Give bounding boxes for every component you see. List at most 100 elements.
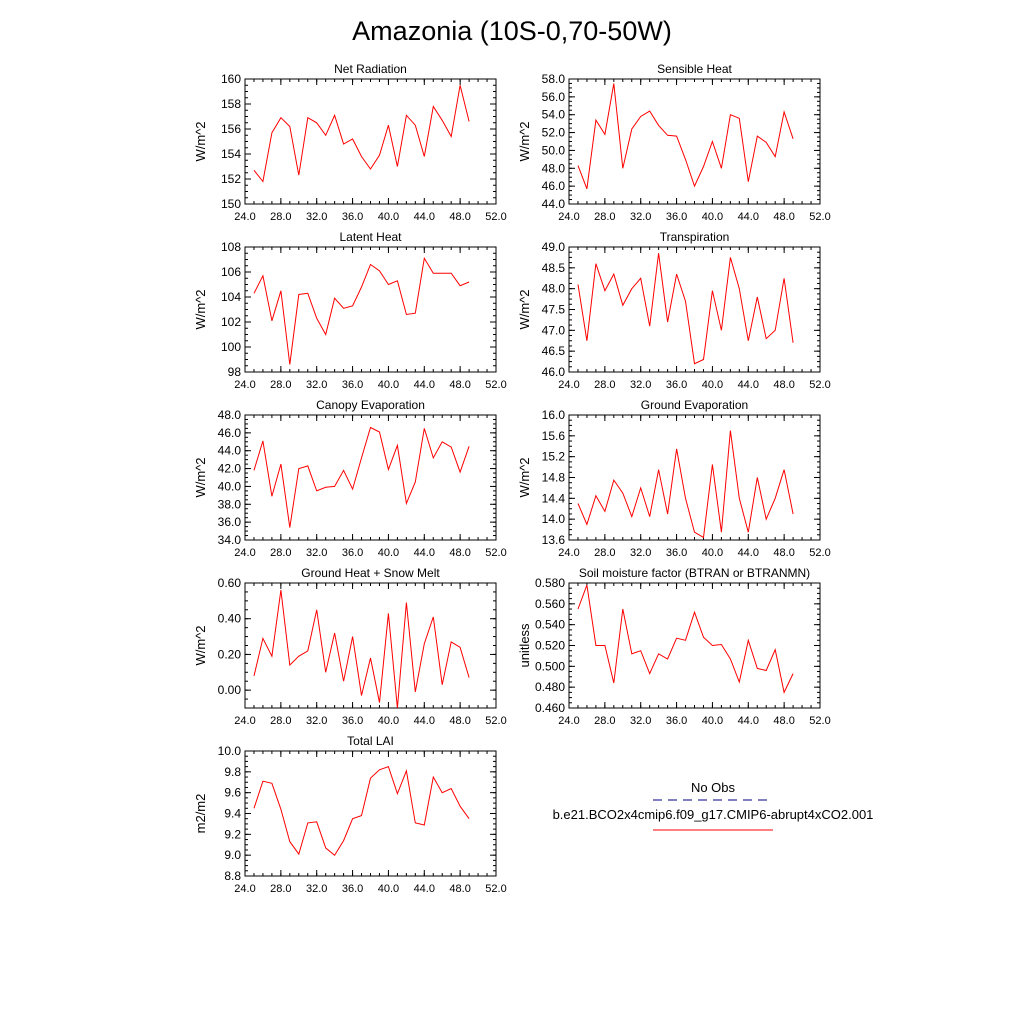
x-tick-label: 32.0 bbox=[306, 715, 327, 727]
y-tick-label: 0.540 bbox=[535, 618, 565, 632]
x-tick-label: 44.0 bbox=[414, 547, 435, 559]
x-tick-label: 36.0 bbox=[342, 211, 363, 223]
x-tick-label: 28.0 bbox=[594, 715, 615, 727]
y-tick-label: 44.0 bbox=[542, 197, 566, 211]
x-tick-label: 24.0 bbox=[234, 211, 255, 223]
panel-canopy-evaporation: Canopy Evaporation W/m^2 34.0 36.0 38.0 40.0 4… bbox=[193, 398, 507, 559]
x-tick-label: 48.0 bbox=[449, 379, 470, 391]
y-tick-label: 104 bbox=[221, 290, 241, 304]
x-tick-label: 40.0 bbox=[378, 211, 399, 223]
series-line-net-radiation bbox=[253, 85, 470, 183]
x-tick-label: 48.0 bbox=[449, 715, 470, 727]
panel-net-radiation: Net Radiation W/m^2 150 152 154 156 158 160 24.0… bbox=[193, 62, 507, 223]
panel-title: Ground Evaporation bbox=[641, 398, 748, 412]
x-tick-label: 40.0 bbox=[702, 715, 723, 727]
y-axis-label: W/m^2 bbox=[517, 457, 532, 497]
y-tick-label: 34.0 bbox=[218, 533, 242, 547]
y-axis-label: m2/m2 bbox=[193, 794, 208, 834]
y-tick-label: 0.500 bbox=[535, 659, 565, 673]
x-tick-label: 28.0 bbox=[270, 211, 291, 223]
series-line-ground-evaporation bbox=[577, 430, 794, 539]
x-tick-label: 40.0 bbox=[378, 715, 399, 727]
y-tick-label: 14.8 bbox=[542, 471, 566, 485]
y-tick-label: 15.2 bbox=[542, 450, 566, 464]
y-tick-label: 100 bbox=[221, 340, 241, 354]
y-tick-label: 15.6 bbox=[542, 429, 566, 443]
x-tick-label: 24.0 bbox=[558, 211, 579, 223]
y-tick-label: 46.0 bbox=[218, 426, 242, 440]
y-tick-label: 13.6 bbox=[542, 533, 566, 547]
x-tick-label: 24.0 bbox=[234, 883, 255, 895]
y-tick-label: 0.20 bbox=[218, 647, 242, 661]
series-line-soil-moisture-factor bbox=[577, 584, 794, 694]
x-tick-label: 44.0 bbox=[738, 211, 759, 223]
panel-latent-heat: Latent Heat W/m^2 98 100 102 104 106 108 24.0 28.… bbox=[193, 230, 507, 391]
x-tick-label: 52.0 bbox=[485, 547, 506, 559]
y-tick-label: 0.60 bbox=[218, 576, 242, 590]
legend-obs-label: No Obs bbox=[691, 780, 736, 795]
x-tick-label: 48.0 bbox=[773, 211, 794, 223]
x-tick-label: 44.0 bbox=[738, 379, 759, 391]
x-tick-label: 32.0 bbox=[306, 211, 327, 223]
series-line-latent-heat bbox=[253, 256, 470, 365]
x-tick-label: 24.0 bbox=[558, 547, 579, 559]
y-tick-label: 0.00 bbox=[218, 683, 242, 697]
y-tick-label: 47.5 bbox=[542, 303, 566, 317]
x-tick-label: 24.0 bbox=[234, 547, 255, 559]
plot-frame bbox=[568, 414, 821, 541]
x-tick-label: 36.0 bbox=[666, 211, 687, 223]
x-tick-label: 28.0 bbox=[594, 211, 615, 223]
legend-model-label: b.e21.BCO2x4cmip6.f09_g17.CMIP6-abrupt4x… bbox=[553, 807, 874, 822]
x-tick-label: 48.0 bbox=[449, 883, 470, 895]
y-axis-label: W/m^2 bbox=[517, 289, 532, 329]
plot-frame bbox=[244, 750, 497, 877]
y-axis-label: W/m^2 bbox=[193, 289, 208, 329]
y-tick-label: 48.0 bbox=[542, 161, 566, 175]
x-tick-label: 24.0 bbox=[234, 715, 255, 727]
y-tick-label: 160 bbox=[221, 72, 241, 86]
x-tick-label: 40.0 bbox=[378, 379, 399, 391]
y-tick-label: 0.520 bbox=[535, 639, 565, 653]
y-tick-label: 38.0 bbox=[218, 497, 242, 511]
panel-ground-evaporation: Ground Evaporation W/m^2 13.6 14.0 14.4 14.8 1… bbox=[517, 398, 831, 559]
x-tick-label: 32.0 bbox=[306, 883, 327, 895]
x-tick-label: 52.0 bbox=[485, 883, 506, 895]
y-tick-label: 158 bbox=[221, 97, 241, 111]
x-tick-label: 52.0 bbox=[485, 715, 506, 727]
x-tick-label: 36.0 bbox=[666, 547, 687, 559]
x-tick-label: 24.0 bbox=[558, 379, 579, 391]
x-tick-label: 48.0 bbox=[449, 211, 470, 223]
x-tick-label: 44.0 bbox=[414, 379, 435, 391]
y-tick-label: 56.0 bbox=[542, 90, 566, 104]
panel-soil-moisture-factor: Soil moisture factor (BTRAN or BTRANMN) u… bbox=[517, 566, 831, 727]
panel-title: Net Radiation bbox=[334, 62, 407, 76]
plot-frame bbox=[568, 246, 821, 373]
y-tick-label: 14.0 bbox=[542, 512, 566, 526]
y-tick-label: 58.0 bbox=[542, 72, 566, 86]
y-tick-label: 98 bbox=[228, 365, 242, 379]
y-tick-label: 0.480 bbox=[535, 680, 565, 694]
x-tick-label: 36.0 bbox=[342, 883, 363, 895]
x-tick-label: 36.0 bbox=[342, 547, 363, 559]
y-tick-label: 54.0 bbox=[542, 108, 566, 122]
x-tick-label: 48.0 bbox=[449, 547, 470, 559]
panel-title: Total LAI bbox=[347, 734, 394, 748]
figure-title: Amazonia (10S-0,70-50W) bbox=[352, 16, 672, 46]
y-axis-label: W/m^2 bbox=[193, 625, 208, 665]
panel-sensible-heat: Sensible Heat W/m^2 44.0 46.0 48.0 50.0 52.0 54… bbox=[517, 62, 831, 223]
x-tick-label: 44.0 bbox=[414, 211, 435, 223]
y-axis-label: W/m^2 bbox=[193, 457, 208, 497]
x-tick-label: 28.0 bbox=[594, 547, 615, 559]
y-tick-label: 48.5 bbox=[542, 261, 566, 275]
x-tick-label: 28.0 bbox=[594, 379, 615, 391]
series-line-canopy-evaporation bbox=[253, 426, 470, 528]
panel-title: Latent Heat bbox=[339, 230, 402, 244]
x-tick-label: 32.0 bbox=[630, 379, 651, 391]
x-tick-label: 40.0 bbox=[378, 883, 399, 895]
y-tick-label: 0.40 bbox=[218, 612, 242, 626]
y-tick-label: 46.5 bbox=[542, 344, 566, 358]
x-tick-label: 48.0 bbox=[773, 715, 794, 727]
y-tick-label: 46.0 bbox=[542, 179, 566, 193]
x-tick-label: 32.0 bbox=[630, 211, 651, 223]
